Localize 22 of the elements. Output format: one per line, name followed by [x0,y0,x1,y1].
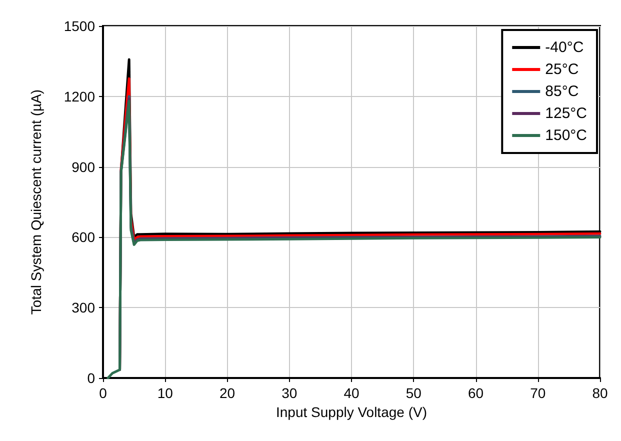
legend-label: -40°C [545,39,584,56]
x-tick-label: 10 [157,385,174,401]
x-tick-label: 0 [99,385,108,401]
legend-label: 25°C [545,61,579,78]
legend-label: 125°C [545,105,588,122]
y-tick-label: 1500 [64,18,96,34]
y-tick-label: 900 [72,158,96,175]
x-tick-label: 60 [468,385,484,401]
y-tick-label: 0 [87,370,96,386]
y-tick-label: 300 [72,300,96,316]
legend-label: 150°C [545,127,588,144]
x-tick-label: 20 [219,385,236,401]
x-tick-label: 50 [406,385,422,401]
x-tick-label: 40 [344,385,360,401]
x-tick-label: 80 [592,385,608,401]
y-axis-title: Total System Quiescent current (µA) [28,89,44,315]
y-tick-label: 600 [72,229,96,246]
x-tick-label: 30 [282,385,298,401]
x-axis-title: Input Supply Voltage (V) [276,404,427,420]
legend-label: 85°C [545,83,579,100]
x-tick-label: 70 [530,385,546,401]
y-tick-label: 1200 [64,88,96,104]
